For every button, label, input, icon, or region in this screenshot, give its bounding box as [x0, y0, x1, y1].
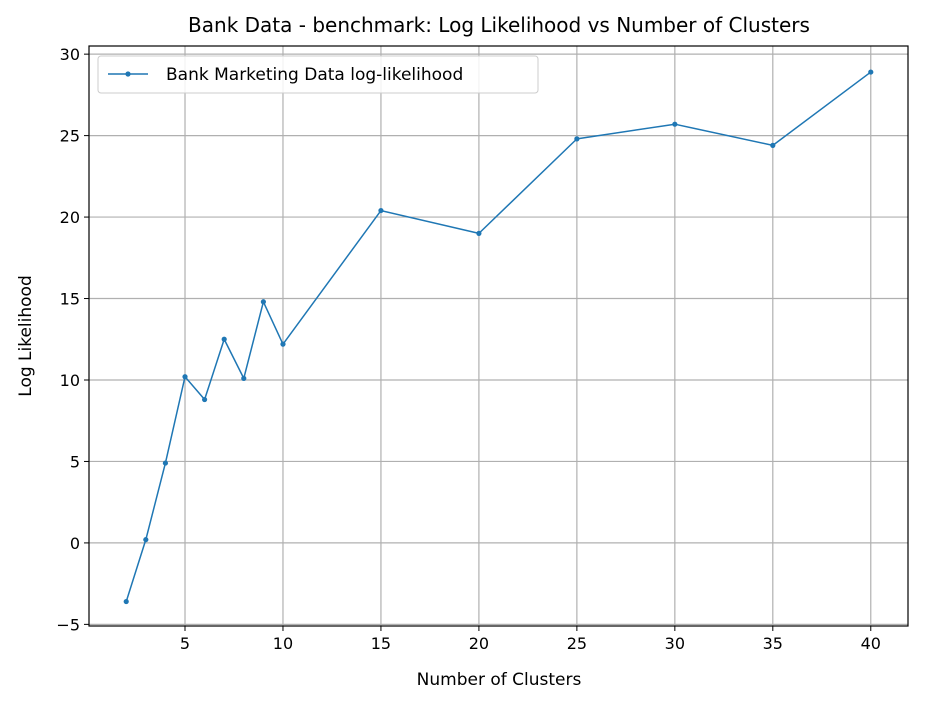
data-point [202, 396, 208, 403]
y-ticks: −5 0 5 10 15 20 25 30 [56, 45, 89, 634]
data-point [221, 336, 227, 342]
series-layer [123, 69, 874, 605]
data-point [241, 375, 247, 381]
y-tick-label: 20 [60, 208, 80, 227]
legend-label: Bank Marketing Data log-likelihood [166, 65, 463, 85]
y-tick-label: 15 [60, 290, 80, 309]
legend-frame [97, 55, 539, 94]
y-tick-label: 0 [70, 534, 80, 553]
data-point [162, 460, 169, 466]
data-point [143, 537, 149, 543]
data-point [476, 230, 482, 236]
grid [89, 46, 908, 626]
y-tick-label: −5 [56, 615, 80, 634]
chart-title: Bank Data - benchmark: Log Likelihood vs… [188, 13, 810, 37]
x-tick-label: 30 [665, 634, 685, 653]
data-point [868, 69, 874, 75]
data-point [574, 136, 580, 142]
x-tick-label: 20 [469, 634, 489, 653]
y-tick-label: 25 [60, 127, 80, 146]
data-point [672, 121, 678, 127]
data-point [260, 299, 266, 305]
data-point [280, 341, 286, 347]
x-ticks: 5 10 15 20 25 30 35 40 [180, 626, 881, 653]
data-point [123, 598, 129, 605]
x-axis-label: Number of Clusters [417, 670, 582, 690]
legend-marker-swatch [125, 71, 131, 77]
y-axis-label: Log Likelihood [16, 275, 36, 396]
y-tick-label: 30 [60, 45, 80, 64]
y-tick-label: 10 [60, 371, 80, 390]
x-tick-label: 40 [861, 634, 881, 653]
data-point [770, 142, 776, 148]
data-point [378, 207, 384, 214]
legend: Bank Marketing Data log-likelihood [97, 55, 539, 94]
x-tick-label: 5 [180, 634, 190, 653]
plot-frame [88, 45, 909, 627]
x-tick-label: 10 [273, 634, 293, 653]
x-tick-label: 35 [763, 634, 783, 653]
data-point [182, 374, 188, 380]
x-tick-label: 15 [371, 634, 391, 653]
y-tick-label: 5 [70, 452, 80, 471]
x-tick-label: 25 [567, 634, 587, 653]
